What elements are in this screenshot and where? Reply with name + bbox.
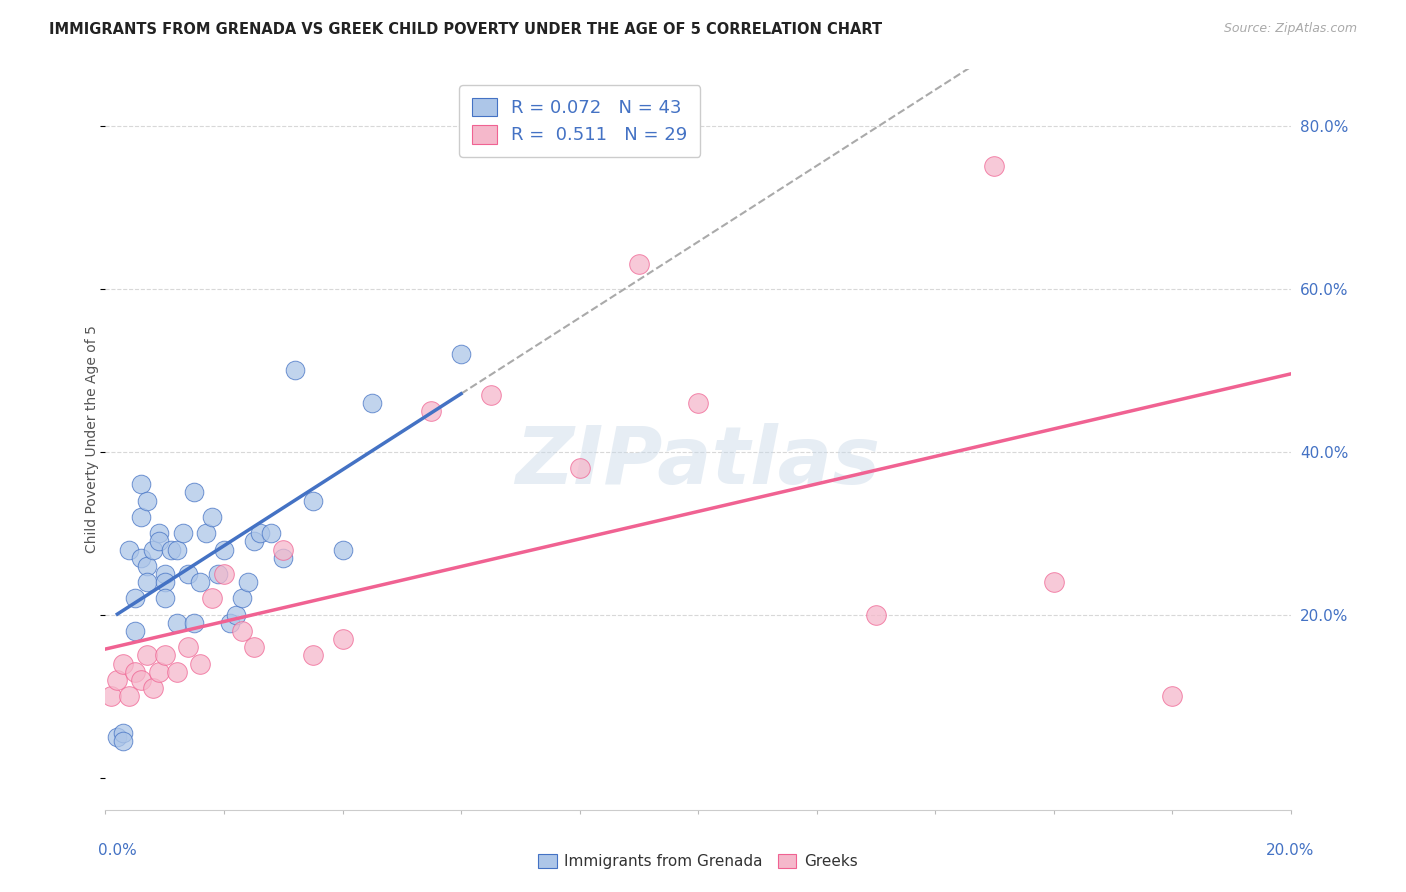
- Point: [172, 526, 194, 541]
- Point: [231, 624, 253, 638]
- Point: [627, 257, 650, 271]
- Point: [284, 363, 307, 377]
- Point: [159, 542, 181, 557]
- Point: [242, 640, 264, 655]
- Point: [148, 534, 170, 549]
- Point: [201, 591, 224, 606]
- Point: [302, 493, 325, 508]
- Point: [153, 648, 176, 663]
- Point: [118, 690, 141, 704]
- Point: [105, 673, 128, 687]
- Point: [450, 347, 472, 361]
- Point: [136, 493, 159, 508]
- Point: [1161, 690, 1184, 704]
- Point: [105, 730, 128, 744]
- Point: [124, 665, 146, 679]
- Point: [112, 726, 135, 740]
- Point: [225, 607, 247, 622]
- Point: [177, 640, 200, 655]
- Text: 20.0%: 20.0%: [1267, 843, 1315, 858]
- Point: [136, 648, 159, 663]
- Point: [212, 566, 235, 581]
- Point: [166, 665, 188, 679]
- Point: [207, 566, 229, 581]
- Point: [148, 526, 170, 541]
- Point: [153, 575, 176, 590]
- Point: [136, 558, 159, 573]
- Point: [124, 624, 146, 638]
- Point: [166, 542, 188, 557]
- Point: [129, 673, 152, 687]
- Point: [142, 542, 165, 557]
- Text: IMMIGRANTS FROM GRENADA VS GREEK CHILD POVERTY UNDER THE AGE OF 5 CORRELATION CH: IMMIGRANTS FROM GRENADA VS GREEK CHILD P…: [49, 22, 883, 37]
- Text: ZIPatlas: ZIPatlas: [516, 423, 880, 500]
- Point: [153, 566, 176, 581]
- Point: [129, 550, 152, 565]
- Point: [124, 591, 146, 606]
- Point: [236, 575, 259, 590]
- Point: [1042, 575, 1064, 590]
- Text: Source: ZipAtlas.com: Source: ZipAtlas.com: [1223, 22, 1357, 36]
- Point: [129, 477, 152, 491]
- Point: [568, 461, 591, 475]
- Point: [242, 534, 264, 549]
- Legend: R = 0.072   N = 43, R =  0.511   N = 29: R = 0.072 N = 43, R = 0.511 N = 29: [458, 85, 700, 157]
- Point: [166, 615, 188, 630]
- Point: [153, 591, 176, 606]
- Point: [148, 665, 170, 679]
- Point: [361, 396, 384, 410]
- Point: [686, 396, 709, 410]
- Point: [183, 485, 205, 500]
- Point: [479, 387, 502, 401]
- Point: [332, 632, 354, 647]
- Point: [201, 509, 224, 524]
- Point: [195, 526, 218, 541]
- Text: 0.0%: 0.0%: [98, 843, 138, 858]
- Point: [142, 681, 165, 695]
- Point: [865, 607, 887, 622]
- Point: [332, 542, 354, 557]
- Point: [271, 550, 294, 565]
- Point: [118, 542, 141, 557]
- Point: [183, 615, 205, 630]
- Point: [188, 657, 211, 671]
- Point: [100, 690, 122, 704]
- Point: [188, 575, 211, 590]
- Point: [271, 542, 294, 557]
- Point: [420, 404, 443, 418]
- Y-axis label: Child Poverty Under the Age of 5: Child Poverty Under the Age of 5: [86, 326, 100, 553]
- Point: [112, 657, 135, 671]
- Point: [249, 526, 271, 541]
- Point: [302, 648, 325, 663]
- Point: [136, 575, 159, 590]
- Point: [177, 566, 200, 581]
- Point: [983, 159, 1005, 173]
- Point: [231, 591, 253, 606]
- Point: [129, 509, 152, 524]
- Point: [219, 615, 242, 630]
- Point: [112, 734, 135, 748]
- Point: [260, 526, 283, 541]
- Point: [212, 542, 235, 557]
